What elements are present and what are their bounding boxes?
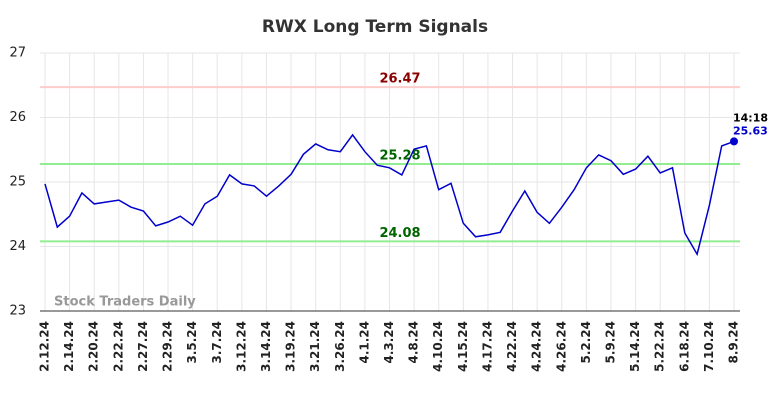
x-tick-label: 2.22.24 (111, 321, 125, 372)
x-tick-label: 4.17.24 (480, 321, 494, 372)
y-tick-label: 27 (9, 46, 26, 61)
x-tick-label: 5.9.24 (603, 321, 617, 364)
x-tick-label: 2.29.24 (161, 321, 175, 372)
price-line (44, 133, 735, 257)
x-tick-label: 2.14.24 (62, 321, 76, 372)
reference-label: 25.28 (379, 148, 420, 163)
x-tick-label: 4.10.24 (431, 321, 445, 372)
x-tick-label: 2.27.24 (136, 321, 150, 372)
x-tick-label: 4.26.24 (554, 321, 568, 372)
y-tick-label: 25 (9, 175, 26, 190)
x-tick-label: 4.1.24 (357, 321, 371, 364)
y-tick-label: 26 (9, 110, 26, 125)
x-tick-label: 4.8.24 (407, 321, 421, 364)
last-point-value: 25.63 (733, 124, 768, 137)
x-tick-label: 3.12.24 (234, 321, 248, 372)
x-tick-label: 3.19.24 (284, 321, 298, 372)
x-tick-label: 4.15.24 (456, 321, 470, 372)
y-tick-label: 23 (9, 304, 26, 319)
x-tick-label: 5.14.24 (628, 321, 642, 372)
last-point (730, 137, 738, 146)
x-tick-label: 3.26.24 (333, 321, 347, 372)
watermark: Stock Traders Daily (54, 295, 196, 310)
x-tick-label: 4.22.24 (505, 321, 519, 372)
chart-title: RWX Long Term Signals (262, 17, 488, 37)
x-tick-label: 2.20.24 (87, 321, 101, 372)
x-tick-label: 6.18.24 (677, 321, 691, 372)
y-tick-label: 24 (9, 239, 26, 254)
x-tick-label: 5.22.24 (653, 321, 667, 372)
reference-label: 26.47 (379, 72, 420, 87)
x-tick-label: 2.12.24 (38, 321, 52, 372)
x-tick-label: 3.5.24 (185, 321, 199, 364)
x-tick-label: 8.9.24 (727, 321, 741, 364)
reference-label: 24.08 (379, 226, 420, 241)
x-tick-label: 3.7.24 (210, 321, 224, 364)
x-tick-label: 7.10.24 (702, 321, 716, 372)
x-tick-label: 3.21.24 (308, 321, 322, 372)
x-tick-label: 3.14.24 (259, 321, 273, 372)
x-tick-label: 4.3.24 (382, 321, 396, 364)
x-tick-label: 4.24.24 (530, 321, 544, 372)
last-point-time: 14:18 (733, 111, 768, 124)
x-tick-label: 5.2.24 (579, 321, 593, 364)
